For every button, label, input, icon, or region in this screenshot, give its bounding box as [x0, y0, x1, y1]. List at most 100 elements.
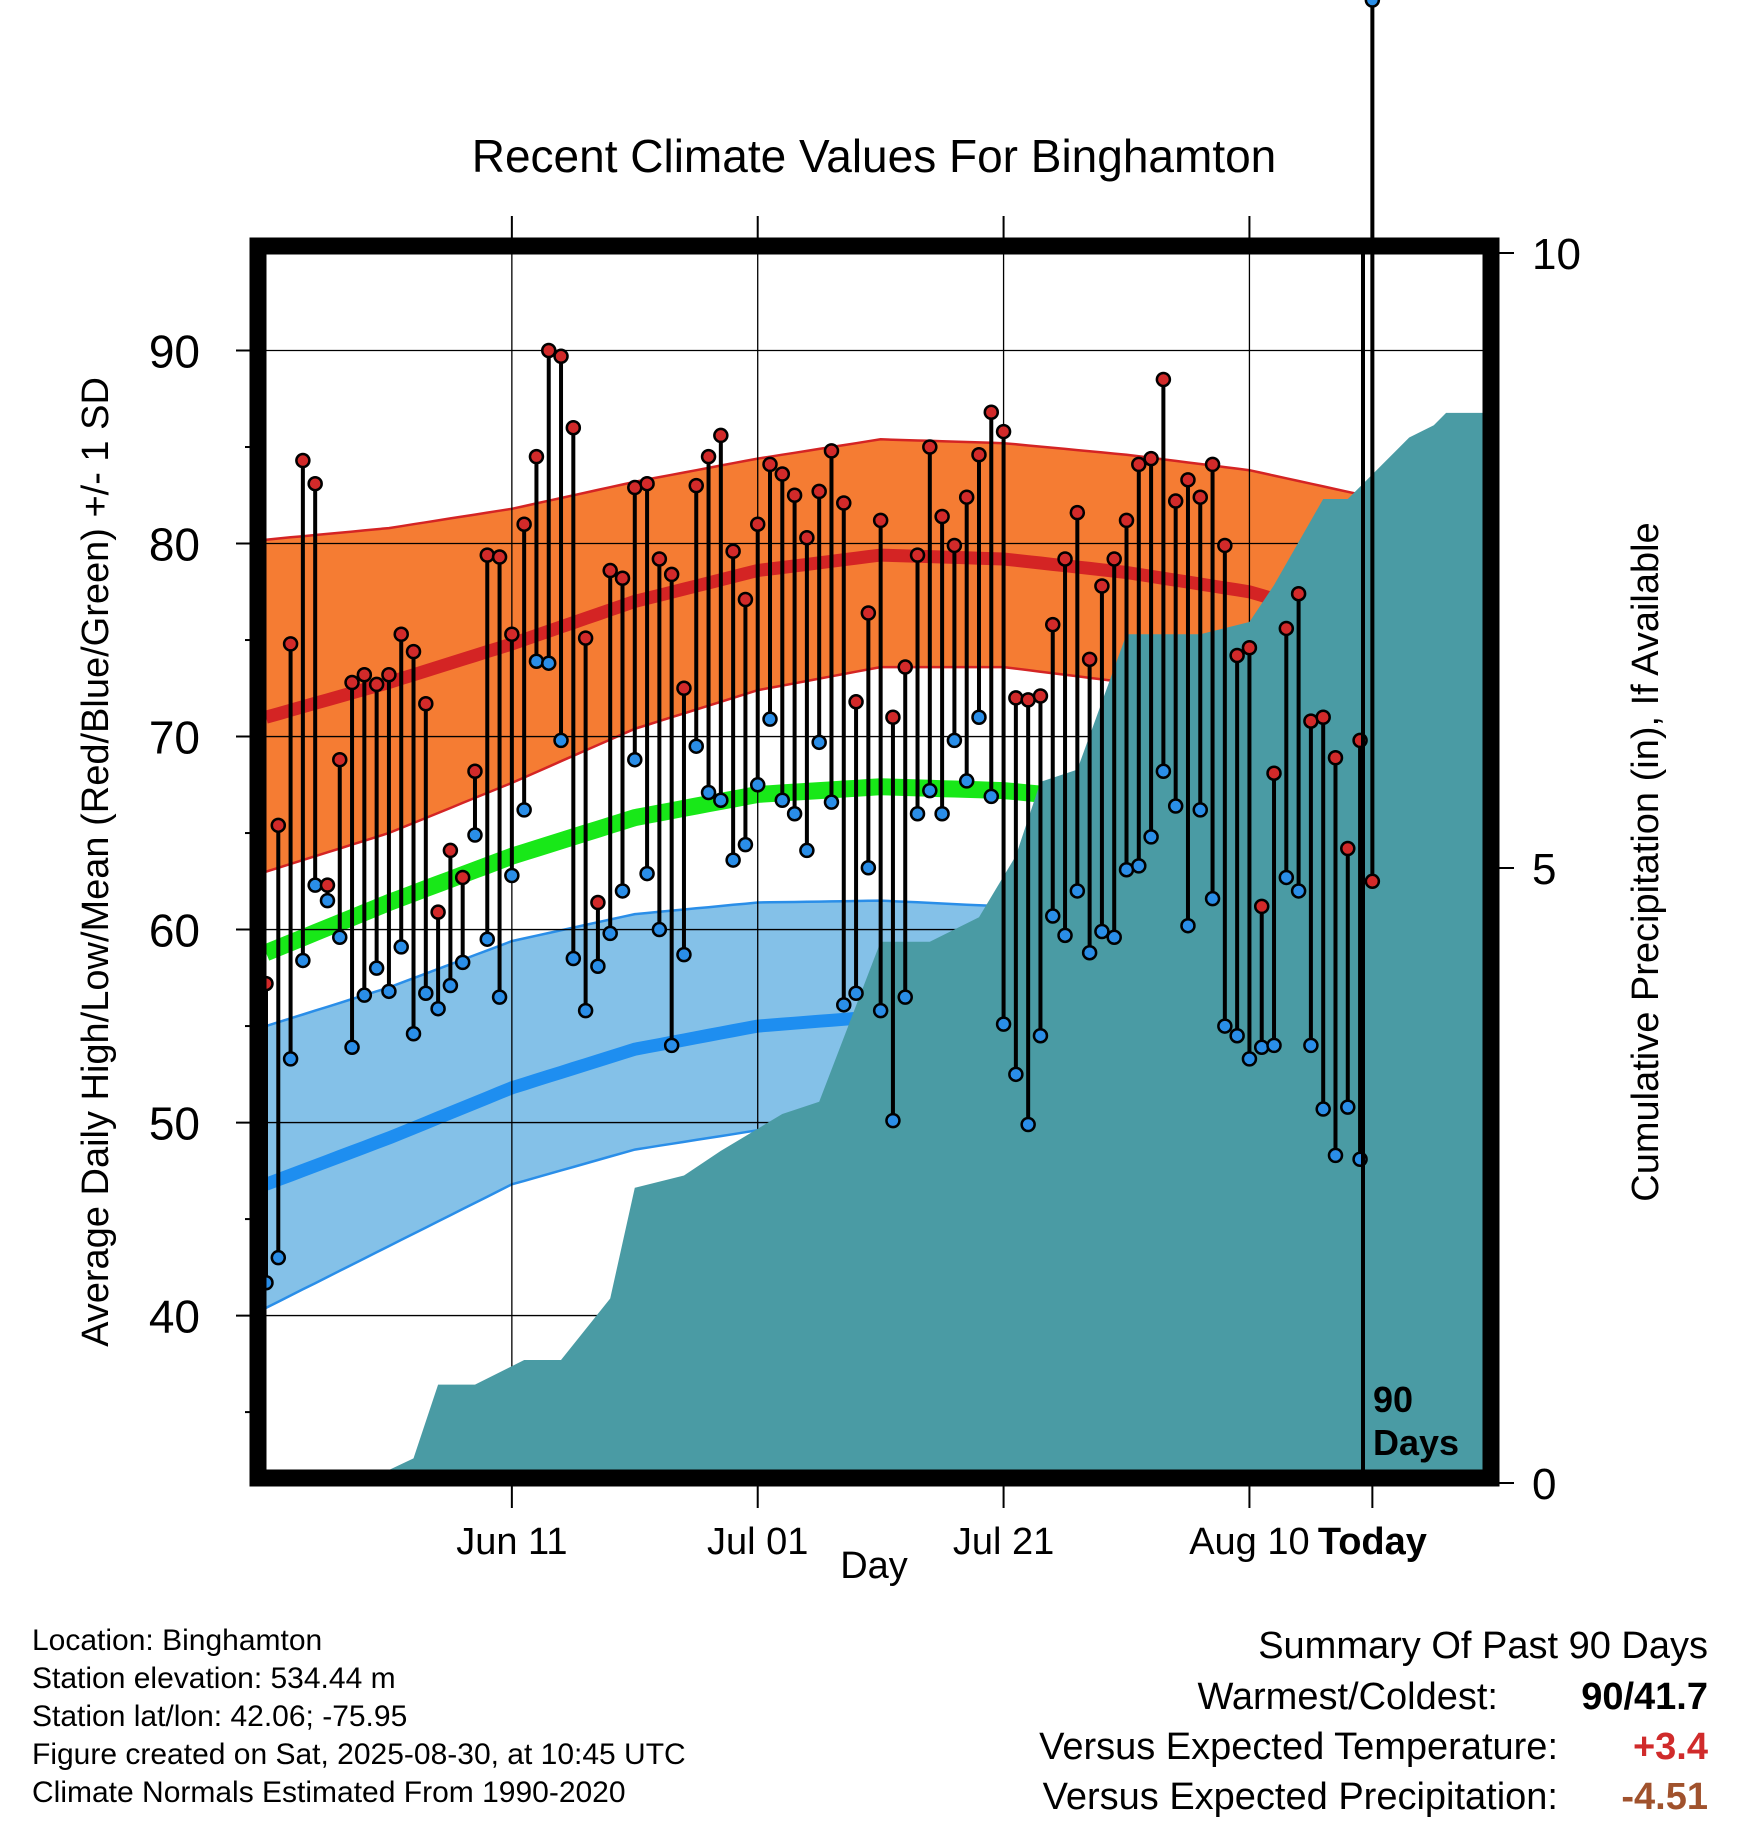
daily-high-point: [725, 543, 741, 559]
daily-low-point: [442, 977, 459, 994]
daily-high-point: [1155, 371, 1172, 388]
daily-high-point: [934, 508, 950, 525]
y-tick-label: 80: [149, 519, 200, 571]
daily-low-point: [934, 805, 950, 822]
daily-low-point: [479, 931, 496, 947]
daily-low-point: [1008, 1066, 1024, 1083]
x-tick-label: Aug 10: [1189, 1521, 1309, 1563]
x-tick-label: Jul 21: [953, 1521, 1054, 1563]
daily-low-point: [799, 842, 815, 859]
daily-high-point: [614, 570, 631, 587]
daily-low-point: [418, 985, 434, 1002]
y-tick-label: 70: [149, 712, 200, 764]
daily-low-point: [885, 1112, 901, 1129]
daily-high-point: [885, 709, 901, 725]
daily-low-point: [983, 788, 1000, 805]
daily-high-point: [393, 626, 409, 642]
daily-high-point: [995, 423, 1012, 440]
daily-low-point: [1118, 861, 1135, 878]
daily-high-point: [577, 630, 594, 646]
high-upper-edge: [265, 438, 1484, 541]
summary-temp-row: Versus Expected Temperature: +3.4: [1039, 1726, 1708, 1769]
daily-low-point: [368, 960, 385, 976]
x-axis-label: Day: [840, 1545, 908, 1587]
daily-high-point: [1118, 512, 1135, 529]
daily-high-point: [1266, 765, 1282, 781]
daily-high-point: [454, 869, 471, 886]
daily-high-point: [442, 842, 459, 859]
daily-high-point: [1143, 450, 1159, 467]
daily-low-point: [922, 782, 938, 799]
daily-low-point: [676, 946, 692, 963]
daily-low-point: [909, 805, 926, 822]
daily-high-point: [1204, 456, 1221, 473]
daily-low-point: [381, 983, 397, 1000]
daily-high-point: [1229, 647, 1245, 664]
daily-high-point: [1081, 651, 1098, 668]
daily-high-point: [1290, 585, 1307, 602]
daily-low-point: [836, 997, 852, 1013]
daily-high-point: [946, 537, 963, 554]
daily-low-point: [811, 734, 827, 751]
daily-low-point: [1094, 923, 1110, 940]
summary-title: Summary Of Past 90 Days: [1258, 1625, 1708, 1667]
daily-low-point: [270, 1249, 287, 1266]
daily-high-point: [1180, 472, 1196, 488]
precipitation-area: [266, 412, 1483, 1470]
daily-high-point: [528, 448, 545, 465]
x-tick-label: Jul 01: [707, 1521, 808, 1563]
daily-low-point: [774, 792, 791, 808]
daily-high-point: [1241, 640, 1258, 656]
y2-tick-label: 10: [1532, 230, 1581, 279]
daily-high-point: [1106, 551, 1122, 567]
daily-high-point: [1020, 692, 1036, 708]
daily-high-point: [1253, 898, 1270, 915]
daily-high-point: [479, 547, 496, 563]
daily-low-point: [393, 939, 409, 955]
daily-low-point: [725, 852, 741, 868]
summary-temp-label: Versus Expected Temperature:: [1039, 1726, 1558, 1768]
daily-low-point: [848, 985, 864, 1002]
chart-title: Recent Climate Values For Binghamton: [472, 130, 1277, 182]
high-sd-band: [266, 439, 1483, 872]
daily-low-point: [405, 1026, 422, 1042]
daily-high-point: [676, 680, 692, 697]
daily-low-point: [995, 1016, 1012, 1032]
daily-low-point: [872, 1002, 889, 1019]
daily-high-point: [983, 404, 1000, 421]
daily-low-point: [1229, 1027, 1245, 1044]
daily-low-point: [1241, 1051, 1258, 1067]
daily-low-point: [958, 773, 975, 789]
summary-temp-value: +3.4: [1632, 1726, 1708, 1768]
daily-high-point: [467, 763, 483, 780]
daily-high-point: [1069, 504, 1086, 521]
daily-low-point: [688, 738, 705, 754]
daily-low-point: [1217, 1018, 1233, 1034]
daily-low-point: [430, 1000, 446, 1017]
daily-high-point: [811, 483, 827, 500]
daily-low-point: [700, 784, 717, 801]
info-latlon: Station lat/lon: 42.06; -75.95: [32, 1700, 408, 1733]
info-location: Location: Binghamton: [32, 1624, 323, 1657]
daily-high-point: [786, 487, 803, 504]
info-created: Figure created on Sat, 2025-08-30, at 10…: [32, 1738, 686, 1771]
daily-low-point: [1069, 883, 1086, 899]
daily-low-point: [1057, 927, 1073, 944]
daily-high-point: [836, 495, 852, 511]
daily-high-point: [909, 547, 926, 563]
daily-high-point: [356, 667, 373, 683]
daily-high-point: [1167, 493, 1184, 509]
daily-high-point: [922, 439, 938, 455]
daily-high-point: [1032, 688, 1049, 704]
daily-high-point: [663, 566, 680, 583]
daily-low-point: [897, 989, 913, 1005]
cumulative-precip-area: [266, 412, 1483, 1470]
daily-low-point: [749, 777, 766, 793]
daily-high-point: [627, 479, 643, 496]
daily-low-point: [1081, 944, 1098, 961]
daily-low-point: [786, 805, 803, 822]
daily-low-point: [344, 1039, 360, 1056]
daily-low-point: [319, 892, 336, 909]
daily-high-point: [700, 448, 717, 465]
daily-low-point: [553, 732, 569, 749]
